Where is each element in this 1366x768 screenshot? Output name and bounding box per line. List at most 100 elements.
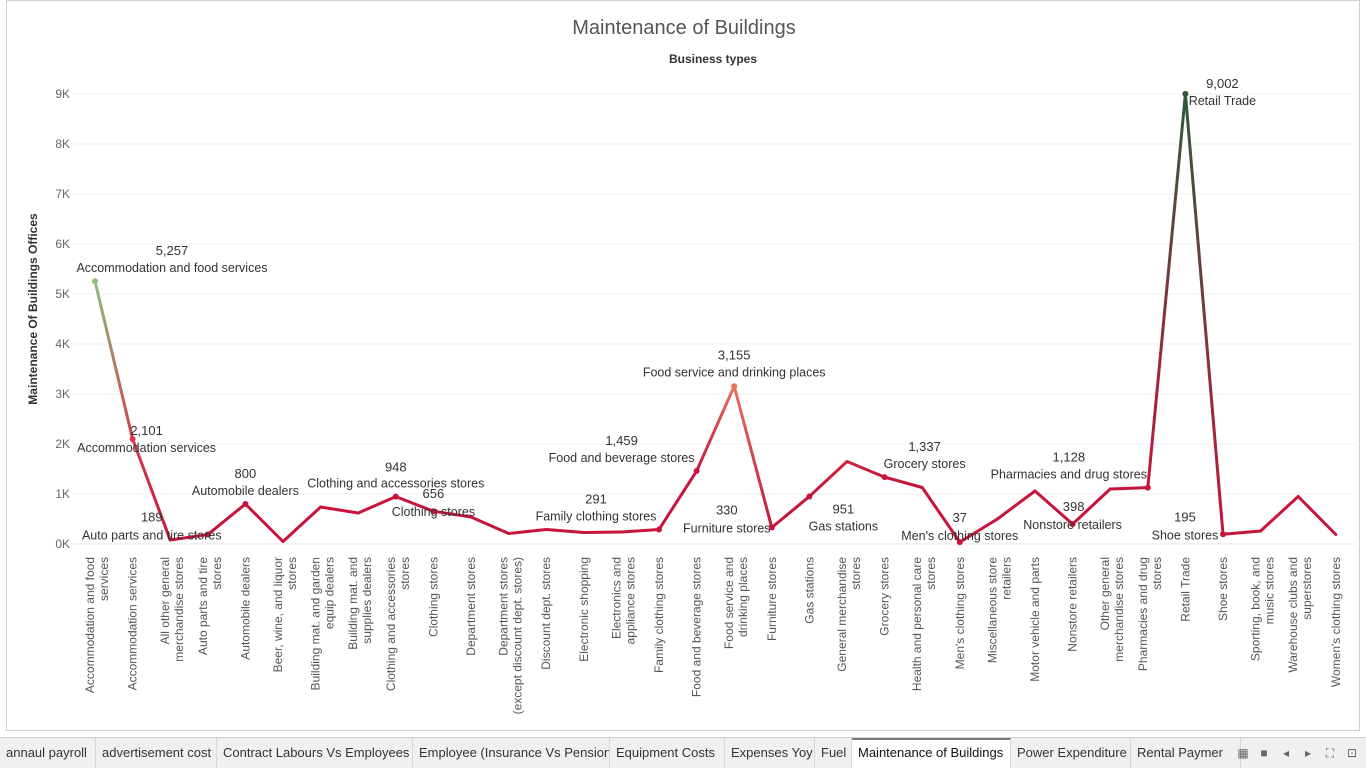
sheet-tab-power-expenditure[interactable]: Power Expenditure: [1011, 738, 1131, 768]
series-line-segment: [1221, 529, 1263, 536]
series-line-segment: [732, 384, 774, 529]
data-point[interactable]: [1144, 484, 1151, 491]
x-tick-label: stores: [849, 557, 863, 590]
y-tick-label: 7K: [55, 187, 70, 201]
data-label-name: Clothing stores: [392, 505, 475, 519]
y-tick-label: 4K: [55, 337, 70, 351]
grid-view-icon[interactable]: ▦: [1237, 746, 1249, 760]
x-tick-label: stores: [924, 557, 938, 590]
series-line-segment: [93, 279, 135, 441]
x-tick-label: Pharmacies and drug: [1136, 557, 1150, 671]
sheet-view-icon[interactable]: ■: [1260, 746, 1268, 760]
x-tick-label: appliance stores: [623, 557, 637, 644]
sheet-tab-annaul-payroll[interactable]: annaul payroll: [0, 738, 96, 768]
data-point[interactable]: [392, 493, 399, 500]
series-line-segment: [695, 384, 736, 473]
data-label-value: 1,337: [908, 439, 941, 454]
data-label-value: 2,101: [130, 423, 163, 438]
sheet-tab-fuel[interactable]: Fuel: [815, 738, 852, 768]
data-label-name: Shoe stores: [1152, 528, 1219, 542]
data-label-name: Food and beverage stores: [549, 451, 695, 465]
x-tick-label: All other general: [158, 557, 172, 644]
series-line-segment: [657, 469, 699, 531]
data-point[interactable]: [731, 383, 738, 390]
data-point[interactable]: [881, 474, 888, 481]
series-line-segment: [958, 517, 999, 544]
data-point[interactable]: [693, 468, 700, 475]
data-label-value: 1,128: [1053, 450, 1086, 465]
data-point[interactable]: [768, 524, 775, 531]
data-point[interactable]: [1182, 90, 1189, 97]
data-labels: 5,257 Accommodation and food services 2,10…: [76, 76, 1256, 543]
x-tick-label: Building mat. and garden: [309, 557, 323, 690]
series-line-segment: [243, 502, 285, 543]
chart-title: Maintenance of Buildings: [572, 17, 795, 39]
series-line-segment: [356, 495, 398, 515]
x-tick-label: stores: [285, 557, 299, 590]
prev-arrow-icon[interactable]: ◂: [1282, 746, 1290, 760]
x-tick-label: Health and personal care: [910, 557, 924, 691]
y-tick-label: 0K: [55, 537, 70, 551]
data-label-name: Grocery stores: [884, 457, 966, 471]
series-line-segment: [131, 437, 172, 542]
x-tick-label: Motor vehicle and parts: [1028, 557, 1042, 682]
sheet-tab-bar: annaul payroll advertisement cost Contract…: [0, 737, 1366, 768]
y-tick-label: 3K: [55, 387, 70, 401]
next-arrow-icon[interactable]: ▸: [1304, 746, 1312, 760]
data-point[interactable]: [430, 508, 437, 515]
x-tick-label: merchandise stores: [172, 557, 186, 662]
series-line-segment: [1296, 495, 1338, 536]
data-label-value: 195: [1174, 509, 1196, 524]
x-tick-label: services: [97, 557, 111, 601]
fullscreen-icon[interactable]: ⛶: [1325, 746, 1335, 760]
data-point[interactable]: [806, 493, 813, 500]
data-label-value: 3,155: [718, 347, 751, 362]
x-tick-label: Department stores: [497, 557, 511, 656]
sheet-tab-equipment-costs[interactable]: Equipment Costs: [610, 738, 725, 768]
data-label-value: 656: [423, 486, 445, 501]
x-tick-label: retailers: [999, 557, 1013, 600]
sheet-tab-advertisement-cost[interactable]: advertisement cost: [96, 738, 217, 768]
x-tick-label: stores: [210, 557, 224, 590]
data-point[interactable]: [92, 278, 98, 285]
y-tick-label: 9K: [55, 87, 70, 101]
x-tick-label: Furniture stores: [765, 557, 779, 641]
y-tick-label: 5K: [55, 287, 70, 301]
data-point[interactable]: [204, 531, 211, 538]
data-point[interactable]: [129, 435, 136, 442]
series-line-segment: [469, 515, 511, 535]
data-label-value: 5,257: [156, 243, 189, 258]
series-line-segment: [995, 489, 1037, 521]
data-point[interactable]: [1069, 521, 1076, 528]
series-line-segment: [394, 495, 435, 513]
present-icon[interactable]: ⊡: [1346, 746, 1358, 760]
data-label-name: Clothing and accessories stores: [307, 477, 484, 491]
data-point[interactable]: [656, 526, 662, 533]
series-line-segment: [1033, 489, 1075, 526]
data-point[interactable]: [1220, 531, 1226, 538]
data-label-value: 330: [716, 503, 738, 518]
data-point[interactable]: [242, 501, 249, 507]
x-tick-label: stores: [1150, 557, 1164, 590]
x-tick-label: Family clothing stores: [652, 557, 666, 673]
data-point[interactable]: [956, 539, 963, 546]
sheet-tab-maintenance-of-buildings[interactable]: Maintenance of Buildings: [852, 738, 1011, 768]
data-label-name: Retail Trade: [1189, 94, 1256, 108]
chart-frame: 0K 1K 2K 3K 4K 5K 6K 7K 8K 9K 5,257 Accommodation …: [6, 0, 1360, 731]
sheet-tab-contract-labours-vs-employees[interactable]: Contract Labours Vs Employees: [217, 738, 413, 768]
x-tick-label: Sporting, book, and: [1249, 557, 1263, 661]
sheet-tab-rental-paymer[interactable]: Rental Paymer: [1131, 738, 1241, 768]
x-tick-label: Beer, wine, and liquor: [271, 557, 285, 672]
sheet-tab-expenses-yoy[interactable]: Expenses Yoy: [725, 738, 815, 768]
x-tick-label: Food service and: [722, 557, 736, 649]
data-label-name: Furniture stores: [683, 522, 771, 536]
series-line-segment: [319, 505, 360, 515]
x-tick-label: Accommodation and food: [83, 557, 97, 693]
series-line-segment: [582, 530, 623, 534]
sheet-tab-employee-insurance-vs-pension[interactable]: Employee (Insurance Vs Pension): [413, 738, 610, 768]
x-tick-label: Miscellaneous store: [985, 557, 999, 663]
series-line-segment: [507, 528, 548, 535]
series-line-segment: [168, 533, 210, 542]
x-tick-label: Nonstore retailers: [1066, 557, 1080, 652]
x-tick-label: Electronic shopping: [577, 557, 591, 662]
